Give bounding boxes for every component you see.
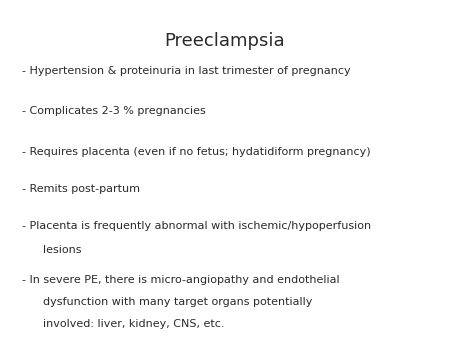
- Text: - Placenta is frequently abnormal with ischemic/hypoperfusion: - Placenta is frequently abnormal with i…: [22, 221, 372, 232]
- Text: involved: liver, kidney, CNS, etc.: involved: liver, kidney, CNS, etc.: [22, 319, 225, 330]
- Text: dysfunction with many target organs potentially: dysfunction with many target organs pote…: [22, 297, 313, 308]
- Text: - Hypertension & proteinuria in last trimester of pregnancy: - Hypertension & proteinuria in last tri…: [22, 66, 351, 76]
- Text: - Requires placenta (even if no fetus; hydatidiform pregnancy): - Requires placenta (even if no fetus; h…: [22, 147, 371, 157]
- Text: - Remits post-partum: - Remits post-partum: [22, 184, 140, 194]
- Text: Preeclampsia: Preeclampsia: [165, 32, 285, 50]
- Text: lesions: lesions: [22, 245, 82, 255]
- Text: - In severe PE, there is micro-angiopathy and endothelial: - In severe PE, there is micro-angiopath…: [22, 275, 340, 286]
- Text: - Complicates 2-3 % pregnancies: - Complicates 2-3 % pregnancies: [22, 106, 206, 117]
